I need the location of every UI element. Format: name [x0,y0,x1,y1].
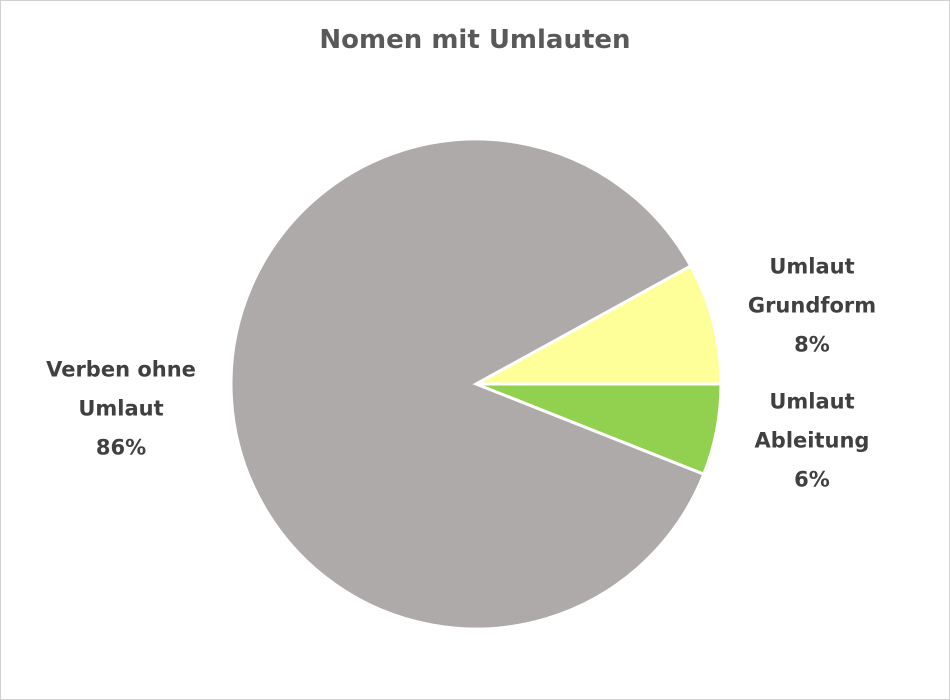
value-label: 6% [794,467,830,492]
slice-label: Umlaut Grundform 8% [727,248,897,365]
category-name: Umlaut Ableitung [754,389,870,453]
pie-slice [229,137,706,631]
category-name: Umlaut Grundform [747,254,877,318]
slice-label: Umlaut Ableitung 6% [732,383,892,500]
value-label: 86% [95,435,147,460]
pie-slice [475,263,723,386]
value-label: 8% [794,332,830,357]
chart-title: Nomen mit Umlauten [319,25,631,55]
category-name: Verben ohne Umlaut [46,357,196,421]
slice-label: Verben ohne Umlaut 86% [26,351,216,468]
